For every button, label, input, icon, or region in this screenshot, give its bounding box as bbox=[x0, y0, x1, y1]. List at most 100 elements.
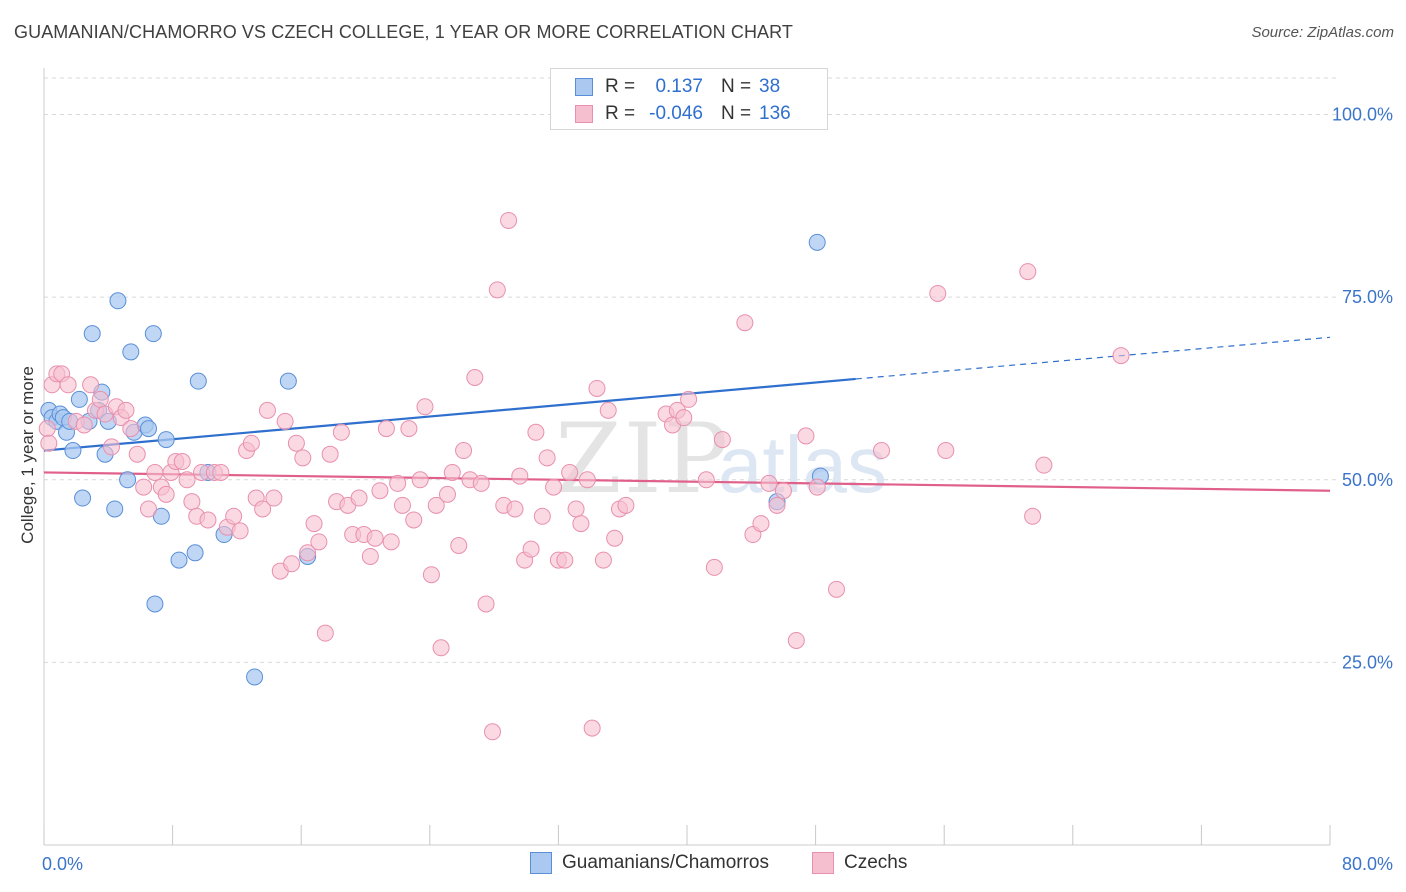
blue-swatch bbox=[575, 78, 593, 96]
czech-point bbox=[199, 511, 217, 529]
czech-point bbox=[594, 551, 612, 569]
guamanian-point bbox=[157, 431, 175, 449]
czech-point bbox=[427, 496, 445, 514]
guamanian-point bbox=[139, 420, 157, 438]
czech-point bbox=[527, 423, 545, 441]
czech-point bbox=[545, 478, 563, 496]
czech-point bbox=[705, 558, 723, 576]
czech-point bbox=[760, 474, 778, 492]
czech-point bbox=[75, 416, 93, 434]
czech-point bbox=[183, 493, 201, 511]
czech-point bbox=[294, 449, 312, 467]
czech-point bbox=[578, 471, 596, 489]
guamanian-trend-line bbox=[43, 377, 856, 452]
pink-swatch bbox=[812, 852, 834, 874]
guamanian-point bbox=[144, 325, 162, 343]
czech-point bbox=[122, 420, 140, 438]
czech-point bbox=[1035, 456, 1053, 474]
czech-point bbox=[438, 485, 456, 503]
czech-point bbox=[500, 211, 518, 229]
legend-item-czechs[interactable]: Czechs bbox=[812, 852, 907, 874]
czech-point bbox=[146, 463, 164, 481]
czech-point bbox=[393, 496, 411, 514]
czech-point bbox=[1024, 507, 1042, 525]
guamanian-point bbox=[186, 544, 204, 562]
czech-point bbox=[405, 511, 423, 529]
czech-point bbox=[1019, 263, 1037, 281]
czech-point bbox=[377, 420, 395, 438]
czech-point bbox=[873, 442, 891, 460]
czech-point bbox=[283, 555, 301, 573]
czech-point bbox=[157, 485, 175, 503]
czech-point bbox=[937, 442, 955, 460]
guamanian-point bbox=[119, 471, 137, 489]
n-value: 38 bbox=[759, 76, 781, 97]
czech-point bbox=[299, 544, 317, 562]
n-label: N = bbox=[721, 76, 752, 97]
y-tick-label: 100.0% bbox=[1332, 105, 1393, 125]
czech-point bbox=[617, 496, 635, 514]
guamanian-point bbox=[146, 595, 164, 613]
czech-point bbox=[231, 522, 249, 540]
czech-point bbox=[483, 723, 501, 741]
czech-point bbox=[332, 423, 350, 441]
guamanian-point bbox=[189, 372, 207, 390]
czech-point bbox=[416, 398, 434, 416]
czech-point bbox=[680, 390, 698, 408]
czech-point bbox=[103, 438, 121, 456]
czech-point bbox=[455, 442, 473, 460]
czech-point bbox=[450, 537, 468, 555]
czech-point bbox=[606, 529, 624, 547]
guamanian-point bbox=[64, 442, 82, 460]
czech-point bbox=[675, 409, 693, 427]
czech-point bbox=[321, 445, 339, 463]
y-tick-label: 50.0% bbox=[1342, 470, 1393, 490]
czech-point bbox=[117, 401, 135, 419]
data-points bbox=[38, 211, 1130, 741]
czech-point bbox=[477, 595, 495, 613]
czech-point bbox=[561, 463, 579, 481]
guamanian-point bbox=[83, 325, 101, 343]
czech-point bbox=[488, 281, 506, 299]
pink-swatch bbox=[575, 105, 593, 123]
legend-item-guamanians[interactable]: Guamanians/Chamorros bbox=[530, 852, 769, 874]
czech-point bbox=[139, 500, 157, 518]
czech-point bbox=[466, 368, 484, 386]
y-tick-label: 75.0% bbox=[1342, 287, 1393, 307]
watermark-zip: ZIP bbox=[555, 403, 730, 515]
czech-point bbox=[472, 474, 490, 492]
czech-point bbox=[382, 533, 400, 551]
czech-point bbox=[276, 412, 294, 430]
czech-point bbox=[225, 507, 243, 525]
x-tick-label: 0.0% bbox=[42, 854, 83, 874]
guamanian-trend-extension bbox=[855, 336, 1331, 380]
czech-point bbox=[316, 624, 334, 642]
czech-point bbox=[305, 515, 323, 533]
czech-point bbox=[797, 427, 815, 445]
czech-point bbox=[366, 529, 384, 547]
czech-point bbox=[929, 284, 947, 302]
czech-point bbox=[768, 496, 786, 514]
czech-point bbox=[178, 471, 196, 489]
legend-row-guamanian: R = 0.137 N = 38 bbox=[575, 74, 780, 100]
legend-label: Czechs bbox=[844, 852, 908, 873]
tick-labels: 25.0% 50.0% 75.0% 100.0% 0.0% 80.0% College, 1… bbox=[18, 105, 1393, 874]
czech-point bbox=[506, 500, 524, 518]
guamanian-point bbox=[109, 292, 127, 310]
czech-point bbox=[697, 471, 715, 489]
czech-point bbox=[59, 376, 77, 394]
czech-point bbox=[411, 471, 429, 489]
czech-point bbox=[538, 449, 556, 467]
czech-point bbox=[443, 463, 461, 481]
czech-point bbox=[254, 500, 272, 518]
grid-lines bbox=[44, 77, 1338, 663]
czech-point bbox=[82, 376, 100, 394]
czech-point bbox=[567, 500, 585, 518]
czech-point bbox=[556, 551, 574, 569]
n-label: N = bbox=[721, 103, 752, 124]
czech-point bbox=[511, 467, 529, 485]
y-tick-label: 25.0% bbox=[1342, 652, 1393, 672]
czech-point bbox=[389, 474, 407, 492]
